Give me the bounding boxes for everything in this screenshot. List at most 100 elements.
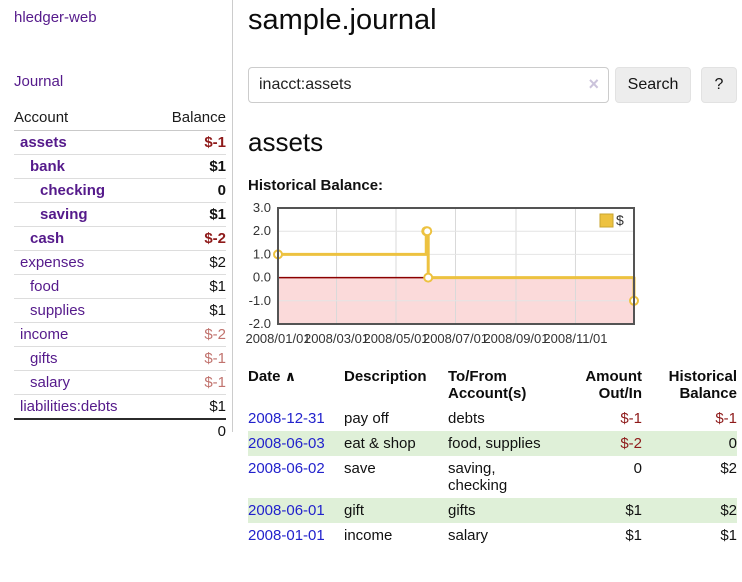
- account-balance: $1: [209, 278, 226, 295]
- legend-swatch: [599, 213, 614, 228]
- account-link[interactable]: saving: [40, 206, 88, 223]
- account-balance: $-1: [204, 374, 226, 391]
- col-accounts: To/From Account(s): [448, 368, 527, 402]
- txn-amount: $1: [625, 502, 642, 519]
- txn-description: income: [344, 527, 393, 544]
- account-balance: $1: [209, 206, 226, 223]
- txn-date-link[interactable]: 2008-06-03: [248, 435, 325, 452]
- txn-accounts: saving, checking: [448, 460, 508, 494]
- account-link[interactable]: cash: [30, 230, 65, 247]
- txn-accounts: debts: [448, 410, 485, 427]
- account-link[interactable]: food: [30, 278, 60, 295]
- x-tick-label: 2008/07/01: [423, 331, 488, 346]
- account-row: checking 0: [14, 178, 226, 203]
- account-heading: assets: [248, 127, 324, 157]
- account-link[interactable]: income: [20, 326, 69, 343]
- txn-description: gift: [344, 502, 365, 519]
- account-link[interactable]: salary: [30, 374, 71, 391]
- balance-chart: $3.0 2.0 1.0 0.0 -1.0 -2.0 2008/01/01 2008/03/0…: [245, 200, 737, 352]
- txn-amount: $1: [625, 527, 642, 544]
- accounts-total-value: 0: [153, 418, 226, 443]
- data-point-marker: [422, 226, 433, 237]
- search-button[interactable]: Search: [615, 67, 691, 103]
- account-link[interactable]: gifts: [30, 350, 58, 367]
- register-header-row: Date ∧ Description To/From Account(s) Am…: [248, 366, 737, 406]
- txn-description: pay off: [344, 410, 389, 427]
- y-tick-label: -2.0: [249, 316, 271, 331]
- x-tick-label: 2008/05/01: [363, 331, 428, 346]
- account-link[interactable]: liabilities:debts: [20, 398, 118, 415]
- account-row: bank $1: [14, 154, 226, 179]
- account-row: salary $-1: [14, 370, 226, 395]
- txn-date-link[interactable]: 2008-12-31: [248, 410, 325, 427]
- txn-date-link[interactable]: 2008-06-01: [248, 502, 325, 519]
- search-input[interactable]: [248, 67, 609, 103]
- page-title: sample.journal: [248, 4, 437, 36]
- account-balance: 0: [217, 182, 226, 199]
- nav-journal-link[interactable]: Journal: [14, 73, 64, 90]
- register-row: 2008-06-03 eat & shop food, supplies $-2…: [248, 431, 737, 456]
- account-balance: $1: [209, 302, 226, 319]
- txn-accounts: gifts: [448, 502, 476, 519]
- data-point-marker: [423, 272, 434, 283]
- txn-balance: $1: [720, 527, 737, 544]
- x-tick-label: 2008/11/01: [543, 331, 607, 346]
- txn-date-link[interactable]: 2008-01-01: [248, 527, 325, 544]
- account-row: food $1: [14, 274, 226, 299]
- plot-border: [277, 207, 635, 325]
- account-row: cash $-2: [14, 226, 226, 251]
- account-row: supplies $1: [14, 298, 226, 323]
- y-tick-label: -1.0: [249, 293, 271, 308]
- brand-link[interactable]: hledger-web: [14, 9, 97, 26]
- y-tick-label: 1.0: [253, 246, 271, 261]
- col-balance: Historical Balance: [668, 368, 737, 402]
- search-form: × Search ?: [248, 67, 737, 103]
- accounts-col-account: Account: [14, 105, 154, 131]
- account-row: saving $1: [14, 202, 226, 227]
- account-row: expenses $2: [14, 250, 226, 275]
- account-balance: $-1: [204, 350, 226, 367]
- account-link[interactable]: checking: [40, 182, 106, 199]
- account-row: liabilities:debts $1: [14, 394, 226, 420]
- register-row: 2008-06-01 gift gifts $1 $2: [248, 498, 737, 523]
- col-amount: Amount Out/In: [585, 368, 642, 402]
- txn-balance: $2: [720, 460, 737, 477]
- main-content: sample.journal × Search ? assets Histori…: [245, 0, 737, 548]
- sort-ascending-icon[interactable]: ∧: [284, 368, 297, 384]
- account-balance: $2: [209, 254, 226, 271]
- txn-accounts: food, supplies: [448, 435, 541, 452]
- txn-balance: 0: [728, 435, 737, 452]
- account-balance: $1: [209, 158, 226, 175]
- account-link[interactable]: bank: [30, 158, 66, 175]
- clear-search-icon[interactable]: ×: [588, 74, 599, 94]
- account-balance: $-1: [204, 134, 226, 151]
- y-tick-label: 3.0: [253, 200, 271, 215]
- accounts-table: Account Balance assets $-1 bank $1 check…: [14, 105, 226, 443]
- account-row: income $-2: [14, 322, 226, 347]
- col-date[interactable]: Date ∧: [248, 368, 297, 385]
- txn-accounts: salary: [448, 527, 489, 544]
- accounts-total-row: 0: [14, 418, 226, 443]
- account-balance: $-2: [204, 326, 226, 343]
- register-table: Date ∧ Description To/From Account(s) Am…: [248, 366, 737, 548]
- col-description: Description: [344, 368, 427, 385]
- chart-title: Historical Balance:: [248, 177, 384, 194]
- account-balance: $-2: [204, 230, 226, 247]
- account-link[interactable]: assets: [20, 134, 67, 151]
- x-tick-label: 2008/03/01: [304, 331, 369, 346]
- y-tick-label: 0.0: [253, 270, 271, 285]
- account-row: gifts $-1: [14, 346, 226, 371]
- txn-amount: 0: [633, 460, 642, 477]
- txn-amount: $-2: [620, 435, 642, 452]
- help-button[interactable]: ?: [701, 67, 737, 103]
- txn-description: save: [344, 460, 376, 477]
- txn-description: eat & shop: [344, 435, 416, 452]
- txn-balance: $-1: [715, 410, 737, 427]
- register-row: 2008-06-02 save saving, checking 0 $2: [248, 456, 737, 498]
- x-tick-label: 2008/01/01: [245, 331, 310, 346]
- txn-date-link[interactable]: 2008-06-02: [248, 460, 325, 477]
- account-link[interactable]: supplies: [30, 302, 86, 319]
- sidebar: hledger-web Journal Account Balance asse…: [0, 0, 233, 443]
- account-balance: $1: [209, 398, 226, 415]
- account-link[interactable]: expenses: [20, 254, 85, 271]
